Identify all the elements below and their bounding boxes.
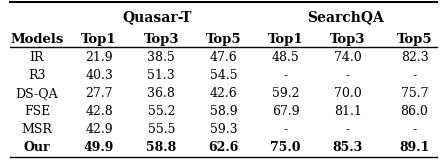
Text: -: - bbox=[413, 69, 417, 82]
Text: 55.2: 55.2 bbox=[148, 105, 175, 118]
Text: 42.6: 42.6 bbox=[210, 87, 237, 100]
Text: 47.6: 47.6 bbox=[210, 51, 237, 64]
Text: Our: Our bbox=[24, 141, 50, 154]
Text: 55.5: 55.5 bbox=[148, 123, 175, 136]
Text: 86.0: 86.0 bbox=[401, 105, 429, 118]
Text: 62.6: 62.6 bbox=[208, 141, 239, 154]
Text: 75.7: 75.7 bbox=[401, 87, 428, 100]
Text: 75.0: 75.0 bbox=[270, 141, 301, 154]
Text: 85.3: 85.3 bbox=[333, 141, 363, 154]
Text: 51.3: 51.3 bbox=[148, 69, 175, 82]
Text: 48.5: 48.5 bbox=[272, 51, 299, 64]
Text: DS-QA: DS-QA bbox=[16, 87, 58, 100]
Text: 21.9: 21.9 bbox=[85, 51, 113, 64]
Text: 81.1: 81.1 bbox=[334, 105, 362, 118]
Text: IR: IR bbox=[30, 51, 44, 64]
Text: -: - bbox=[284, 69, 288, 82]
Text: Top5: Top5 bbox=[206, 33, 241, 46]
Text: 74.0: 74.0 bbox=[334, 51, 362, 64]
Text: Top3: Top3 bbox=[330, 33, 366, 46]
Text: SearchQA: SearchQA bbox=[307, 10, 384, 24]
Text: FSE: FSE bbox=[24, 105, 50, 118]
Text: Quasar-T: Quasar-T bbox=[122, 10, 192, 24]
Text: Top1: Top1 bbox=[268, 33, 304, 46]
Text: 58.8: 58.8 bbox=[146, 141, 177, 154]
Text: 42.8: 42.8 bbox=[85, 105, 113, 118]
Text: 59.2: 59.2 bbox=[272, 87, 299, 100]
Text: 36.8: 36.8 bbox=[148, 87, 175, 100]
Text: 70.0: 70.0 bbox=[334, 87, 362, 100]
Text: 58.9: 58.9 bbox=[210, 105, 237, 118]
Text: -: - bbox=[346, 123, 350, 136]
Text: 42.9: 42.9 bbox=[85, 123, 113, 136]
Text: 82.3: 82.3 bbox=[401, 51, 428, 64]
Text: 67.9: 67.9 bbox=[272, 105, 299, 118]
Text: 54.5: 54.5 bbox=[210, 69, 237, 82]
Text: -: - bbox=[413, 123, 417, 136]
Text: MSR: MSR bbox=[21, 123, 52, 136]
Text: 27.7: 27.7 bbox=[85, 87, 113, 100]
Text: -: - bbox=[284, 123, 288, 136]
Text: 40.3: 40.3 bbox=[85, 69, 113, 82]
Text: 49.9: 49.9 bbox=[84, 141, 114, 154]
Text: 38.5: 38.5 bbox=[148, 51, 175, 64]
Text: 89.1: 89.1 bbox=[399, 141, 430, 154]
Text: -: - bbox=[346, 69, 350, 82]
Text: 59.3: 59.3 bbox=[210, 123, 237, 136]
Text: Top1: Top1 bbox=[81, 33, 117, 46]
Text: Top3: Top3 bbox=[143, 33, 179, 46]
Text: Top5: Top5 bbox=[396, 33, 432, 46]
Text: Models: Models bbox=[10, 33, 63, 46]
Text: R3: R3 bbox=[28, 69, 46, 82]
